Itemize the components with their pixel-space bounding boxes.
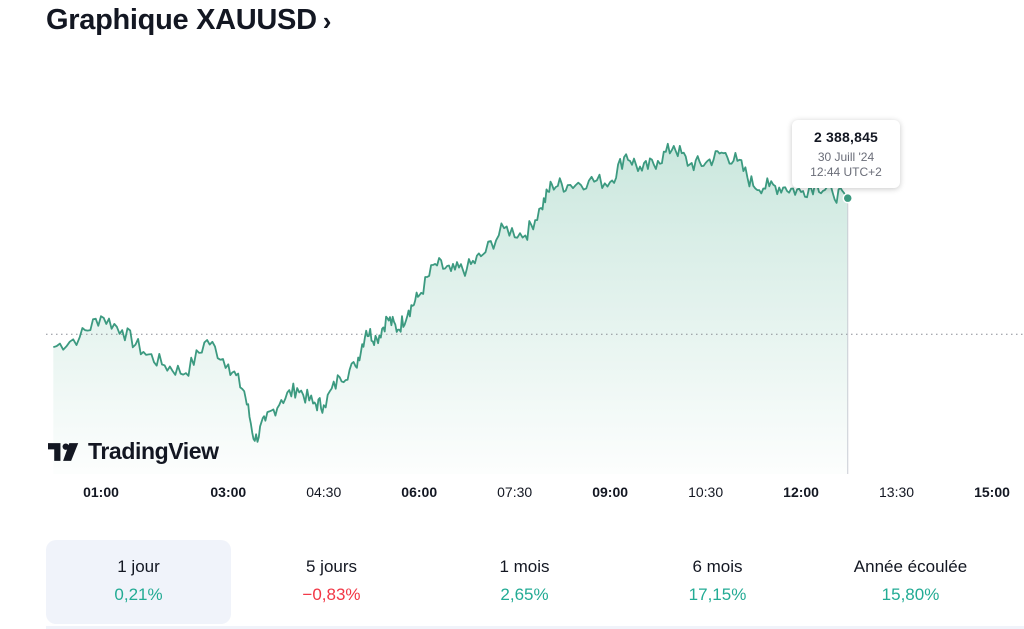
period-change: 15,80% (881, 585, 940, 604)
tradingview-logo-text: TradingView (88, 438, 219, 464)
period-label: 1 jour (117, 557, 160, 576)
x-tick-label: 13:30 (879, 484, 914, 500)
price-area-fill (53, 143, 848, 475)
period-label: 6 mois (692, 557, 743, 576)
x-tick-label: 04:30 (306, 484, 341, 500)
period-change: 2,65% (500, 585, 549, 604)
chevron-right-icon: › (322, 6, 332, 36)
tooltip-time: 12:44 UTC+2 (810, 165, 882, 179)
page-title[interactable]: Graphique XAUUSD › (46, 4, 331, 37)
period-tab-5-days[interactable]: 5 jours −0,83% (239, 540, 424, 624)
x-tick-label: 06:00 (401, 484, 437, 500)
x-tick-label: 09:00 (592, 484, 628, 500)
tradingview-logo-icon (48, 442, 79, 461)
period-label: 1 mois (499, 557, 550, 576)
x-tick-label: 01:00 (83, 484, 119, 500)
last-price-point (842, 192, 853, 204)
period-change: 0,21% (114, 585, 163, 604)
price-tooltip: 2 388,845 30 Juill '24 12:44 UTC+2 (792, 120, 900, 188)
x-tick-label: 10:30 (688, 484, 723, 500)
period-change: −0,83% (302, 585, 361, 604)
period-label: 5 jours (305, 557, 358, 576)
x-tick-label: 07:30 (497, 484, 532, 500)
period-selector: 1 jour 0,21% 5 jours −0,83% 1 mois 2,65%… (46, 540, 1024, 624)
tooltip-date: 30 Juill '24 (817, 150, 875, 164)
tradingview-logo[interactable]: TradingView (48, 438, 219, 465)
chart-title-text: Graphique XAUUSD (46, 4, 317, 36)
price-line (53, 142, 849, 443)
period-tab-1-month[interactable]: 1 mois 2,65% (432, 540, 617, 624)
period-tab-6-months[interactable]: 6 mois 17,15% (625, 540, 810, 624)
period-tab-1-day[interactable]: 1 jour 0,21% (46, 540, 231, 624)
tooltip-price: 2 388,845 (813, 129, 879, 145)
period-label: Année écoulée (853, 557, 968, 576)
x-tick-label: 12:00 (783, 484, 819, 500)
x-tick-label: 15:00 (974, 484, 1010, 500)
bottom-divider (46, 626, 1024, 629)
price-chart[interactable]: 01:00 03:00 04:30 06:00 07:30 09:00 10:30 12:00… (0, 0, 1024, 510)
period-tab-past-year[interactable]: Année écoulée 15,80% (818, 540, 1003, 624)
x-tick-label: 03:00 (210, 484, 246, 500)
period-change: 17,15% (688, 585, 747, 604)
